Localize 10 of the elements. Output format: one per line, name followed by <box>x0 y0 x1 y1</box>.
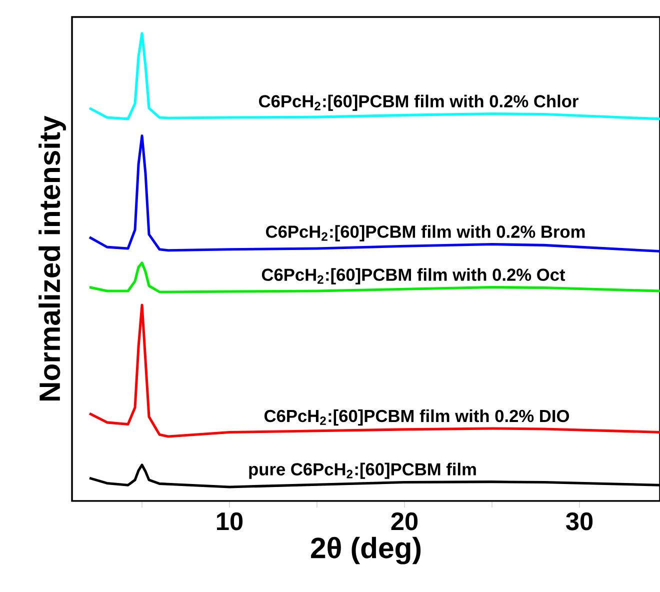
annotation: C6PcH$_{2}$:[60]PCBM film with 0.2% DIO <box>264 409 569 426</box>
annotation: C6PcH$_{2}$:[60]PCBM film with 0.2% Oct <box>262 268 566 284</box>
annotation: pure C6PcH$_{2}$:[60]PCBM film <box>249 462 476 479</box>
x-tick-label: 30 <box>566 512 593 530</box>
annotation: C6PcH$_{2}$:[60]PCBM film with 0.2% Brom <box>266 225 585 242</box>
annotation: C6PcH$_{2}$:[60]PCBM film with 0.2% Chlor <box>259 94 578 111</box>
x-tick-label: 10 <box>217 512 243 530</box>
y-axis-title: Normalized intensity <box>38 116 66 400</box>
x-axis-title: 2θ (deg) <box>311 536 421 564</box>
x-tick-label: 20 <box>391 512 418 530</box>
